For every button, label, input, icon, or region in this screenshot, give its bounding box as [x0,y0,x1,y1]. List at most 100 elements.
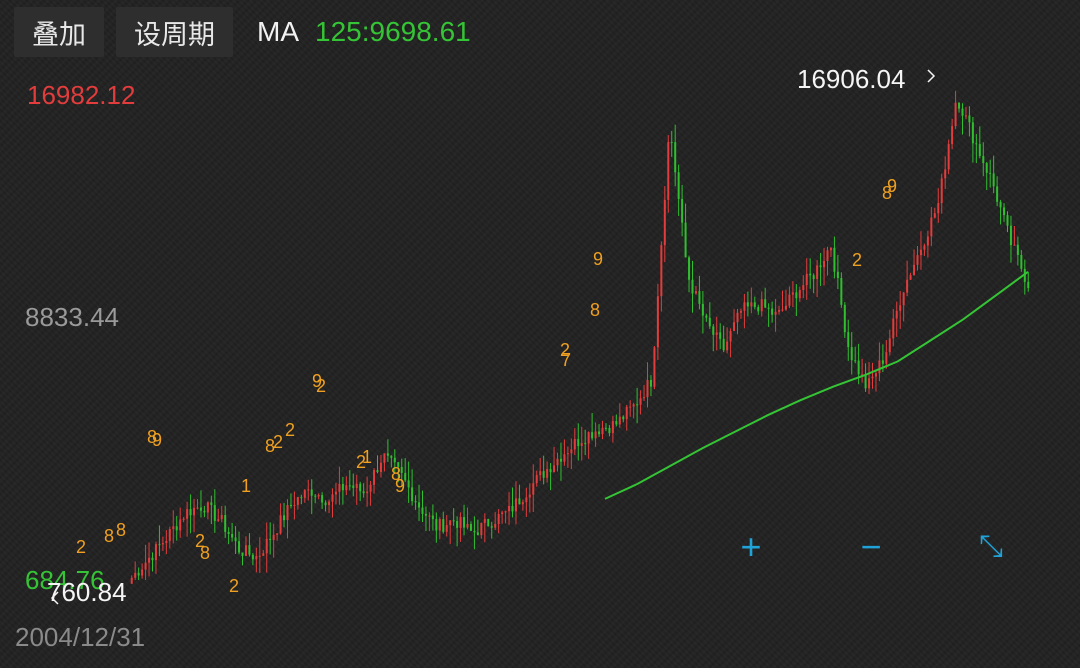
candle-body [923,245,926,250]
candle-body [130,577,133,584]
candle-body [473,530,476,533]
candle-body [601,427,604,435]
candle-body [978,144,981,157]
zoom-in-button[interactable]: + [740,526,762,567]
candle-body [594,431,597,439]
candle-body [895,310,898,319]
candle-body [179,519,182,531]
candle-body [715,332,718,335]
sequence-marker: 2 [76,537,86,557]
candle-body [705,315,708,318]
candle-body [812,275,815,279]
candle-body [753,302,756,308]
sequence-marker: 8 [391,464,401,484]
candle-body [971,122,974,144]
candle-body [345,485,348,491]
candle-body [663,199,666,246]
candle-body [1013,244,1016,246]
candle-body [570,449,573,454]
candle-body [843,304,846,333]
candle-body [134,572,137,578]
candle-body [411,487,414,502]
candle-body [559,458,562,462]
candle-body [750,302,753,307]
sequence-marker: 9 [593,249,603,269]
candle-body [639,398,642,405]
candle-body [944,169,947,179]
candle-body [348,485,351,487]
candle-body [840,277,843,305]
candle-body [144,562,147,570]
candle-body [850,347,853,361]
candle-body [435,519,438,531]
candle-body [141,569,144,576]
candle-body [992,173,995,187]
set-period-button[interactable]: 设周期 [116,7,233,57]
candle-body [494,524,497,528]
candle-body [795,292,798,299]
candle-body [158,544,161,546]
candle-body [802,285,805,290]
candle-body [629,406,632,408]
candle-body [743,302,746,311]
candle-body [210,502,213,506]
candle-body [286,504,289,521]
candle-body [767,307,770,309]
candle-body [490,526,493,528]
candle-body [283,515,286,521]
candle-body [764,299,767,308]
candle-body [546,469,549,478]
candle-body [604,427,607,429]
candle-body [539,471,542,476]
sequence-marker: 9 [152,430,162,450]
candle-body [674,142,677,173]
candle-body [189,509,192,516]
candle-body [688,257,691,280]
fullscreen-icon[interactable]: ⤡ [979,530,1003,563]
candle-body [390,455,393,458]
candle-body [248,545,251,555]
candle-body [857,360,860,375]
candle-body [186,509,189,519]
candle-body [227,531,230,534]
candle-body [535,475,538,484]
zoom-out-button[interactable]: − [860,526,882,567]
candle-body [328,501,331,506]
candle-body [438,519,441,531]
candle-body [996,186,999,202]
candle-body [255,556,258,560]
candle-body [809,273,812,276]
candle-body [508,505,511,512]
candle-body [269,538,272,540]
candle-body [431,515,434,520]
candle-body [829,247,832,251]
sequence-marker: 7 [561,350,571,370]
candle-body [449,520,452,526]
candle-body [445,525,448,532]
candle-body [598,431,601,435]
sequence-marker: 2 [285,420,295,440]
candle-body [982,156,985,164]
overlay-button[interactable]: 叠加 [14,7,104,57]
candle-body [203,510,206,513]
start-date-label: 2004/12/31 [15,622,146,652]
candle-body [746,302,749,307]
candle-body [778,309,781,312]
candle-body [871,376,874,379]
candle-body [459,517,462,528]
sequence-marker: 8 [590,300,600,320]
candle-body [241,552,244,556]
candle-body [791,292,794,295]
candle-body [798,289,801,299]
candle-body [975,143,978,145]
candle-body [414,501,417,503]
candle-body [677,172,680,199]
sequence-marker: 2 [273,432,283,452]
candle-body [1003,207,1006,216]
candle-body [926,236,929,246]
sequence-marker: 2 [852,250,862,270]
candle-body [788,294,791,306]
candle-body [726,341,729,351]
